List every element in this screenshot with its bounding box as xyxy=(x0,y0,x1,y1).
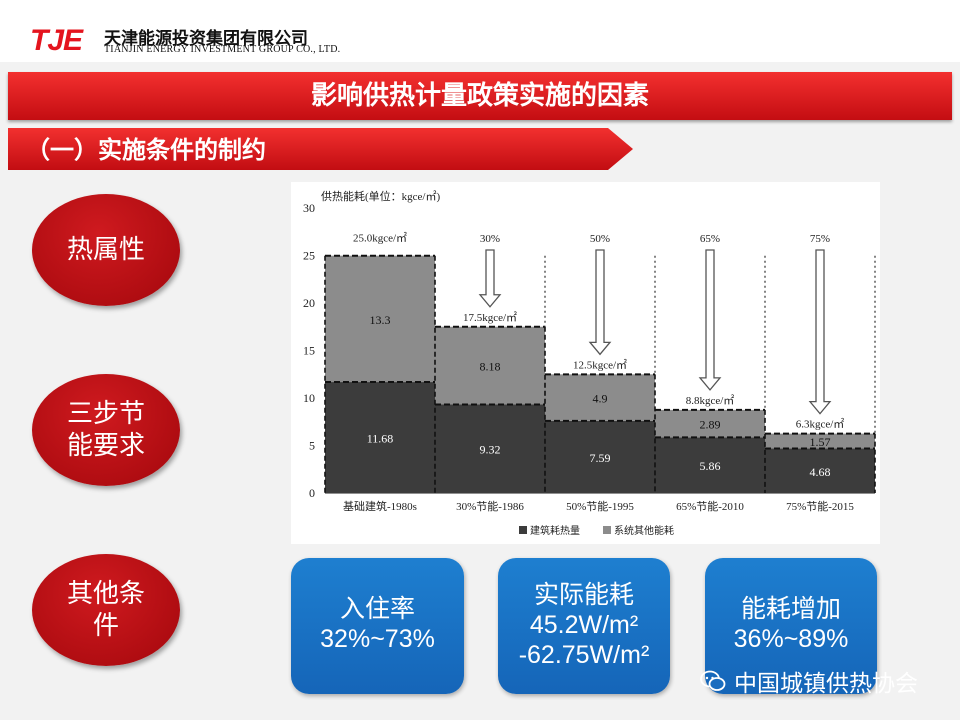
bar-system-other xyxy=(325,255,435,383)
x-tick-label: 75%节能-2015 xyxy=(786,499,854,513)
down-arrow xyxy=(808,249,832,415)
bar-building-heat xyxy=(655,437,765,493)
bar-system-other xyxy=(435,326,545,405)
header: TJE 天津能源投资集团有限公司 TIANJIN ENERGY INVESTME… xyxy=(0,0,960,62)
savings-label: 75% xyxy=(810,233,830,245)
box-consumption-increase: 能耗增加 36%~89% xyxy=(705,558,877,694)
bar-value-label: 13.3 xyxy=(370,313,391,327)
savings-label: 50% xyxy=(590,233,610,245)
legend-label-system-other: 系统其他能耗 xyxy=(614,524,674,537)
y-tick-label: 5 xyxy=(309,439,315,453)
savings-label: 65% xyxy=(700,233,720,245)
bar-building-heat xyxy=(325,382,435,493)
bar-total-label: 17.5kgce/㎡ xyxy=(463,311,517,324)
y-tick-label: 15 xyxy=(303,344,315,358)
box-value: 32%~73% xyxy=(320,625,435,653)
bar-system-other xyxy=(655,409,765,438)
oval-label: 三步节 能要求 xyxy=(66,399,145,461)
box-label: 入住率 xyxy=(339,595,415,623)
stacked-bar-chart: 0 5 10 15 20 25 30 供热能耗(单位：kgce/㎡) 11.68 13.3 25.0… xyxy=(303,189,876,537)
oval-other-conditions: 其他条 件 xyxy=(32,554,180,666)
legend-label-building-heat: 建筑耗热量 xyxy=(530,524,580,537)
bar-value-label: 4.68 xyxy=(810,465,831,479)
x-tick-label: 65%节能-2010 xyxy=(676,499,744,513)
company-name-en: TIANJIN ENERGY INVESTMENT GROUP CO., LTD… xyxy=(104,44,341,55)
oval-label: 其他条 件 xyxy=(66,579,145,641)
oval-heat-property: 热属性 xyxy=(32,194,180,306)
bar-value-label: 11.68 xyxy=(367,432,394,446)
bar-system-other xyxy=(545,374,655,421)
subtitle-banner xyxy=(8,128,633,170)
legend-swatch-system-other xyxy=(603,526,611,534)
bar-system-other xyxy=(765,433,875,449)
x-tick-label: 30%节能-1986 xyxy=(456,499,524,513)
y-axis-label: 供热能耗(单位：kgce/㎡) xyxy=(321,189,440,203)
box-value-range: -62.75W/m² xyxy=(518,641,650,669)
x-tick-label: 50%节能-1995 xyxy=(566,499,634,513)
bar-value-label: 4.9 xyxy=(593,392,608,406)
chart-panel: 0 5 10 15 20 25 30 供热能耗(单位：kgce/㎡) 11.68 13.3 25.0… xyxy=(291,182,880,544)
box-label: 能耗增加 xyxy=(740,595,841,623)
bar-total-label: 8.8kgce/㎡ xyxy=(686,394,735,407)
box-actual-consumption: 实际能耗 45.2W/m² -62.75W/m² xyxy=(498,558,670,694)
savings-label: 30% xyxy=(480,233,500,245)
bar-value-label: 9.32 xyxy=(480,443,501,457)
y-tick-label: 0 xyxy=(309,486,315,500)
company-logo-mark: TJE xyxy=(30,24,83,57)
title-bar: 影响供热计量政策实施的因素 xyxy=(8,72,952,120)
section-subtitle: （一）实施条件的制约 xyxy=(26,136,266,164)
bar-value-label: 7.59 xyxy=(590,451,611,465)
y-tick-label: 20 xyxy=(303,296,315,310)
slide-title: 影响供热计量政策实施的因素 xyxy=(310,81,649,111)
wechat-icon xyxy=(700,670,726,691)
watermark-text: 中国城镇供热协会 xyxy=(734,671,918,697)
bar-value-label: 5.86 xyxy=(700,459,721,473)
legend-swatch-building-heat xyxy=(519,526,527,534)
bar-value-label: 1.57 xyxy=(810,435,831,449)
bar-value-label: 8.18 xyxy=(480,360,501,374)
company-name-cn: 天津能源投资集团有限公司 xyxy=(104,29,308,49)
y-tick-label: 10 xyxy=(303,391,315,405)
bar-total-label: 12.5kgce/㎡ xyxy=(573,358,627,371)
y-tick-label: 30 xyxy=(303,201,315,215)
bar-building-heat xyxy=(765,448,875,493)
oval-energy-saving-steps: 三步节 能要求 xyxy=(32,374,180,486)
down-arrow xyxy=(588,249,612,356)
bar-total-label: 6.3kgce/㎡ xyxy=(796,418,845,431)
down-arrow xyxy=(478,249,502,308)
box-value: 36%~89% xyxy=(733,625,849,653)
x-tick-label: 基础建筑-1980s xyxy=(343,499,417,513)
bar-total-label: 25.0kgce/㎡ xyxy=(353,232,407,245)
bar-building-heat xyxy=(545,420,655,493)
bar-value-label: 2.89 xyxy=(700,418,721,432)
box-occupancy: 入住率 32%~73% xyxy=(291,558,464,694)
box-label: 实际能耗 xyxy=(533,581,634,609)
down-arrow xyxy=(698,249,722,391)
box-value: 45.2W/m² xyxy=(529,611,639,639)
oval-label: 热属性 xyxy=(66,235,145,265)
bar-building-heat xyxy=(435,404,545,493)
y-tick-label: 25 xyxy=(303,249,315,263)
